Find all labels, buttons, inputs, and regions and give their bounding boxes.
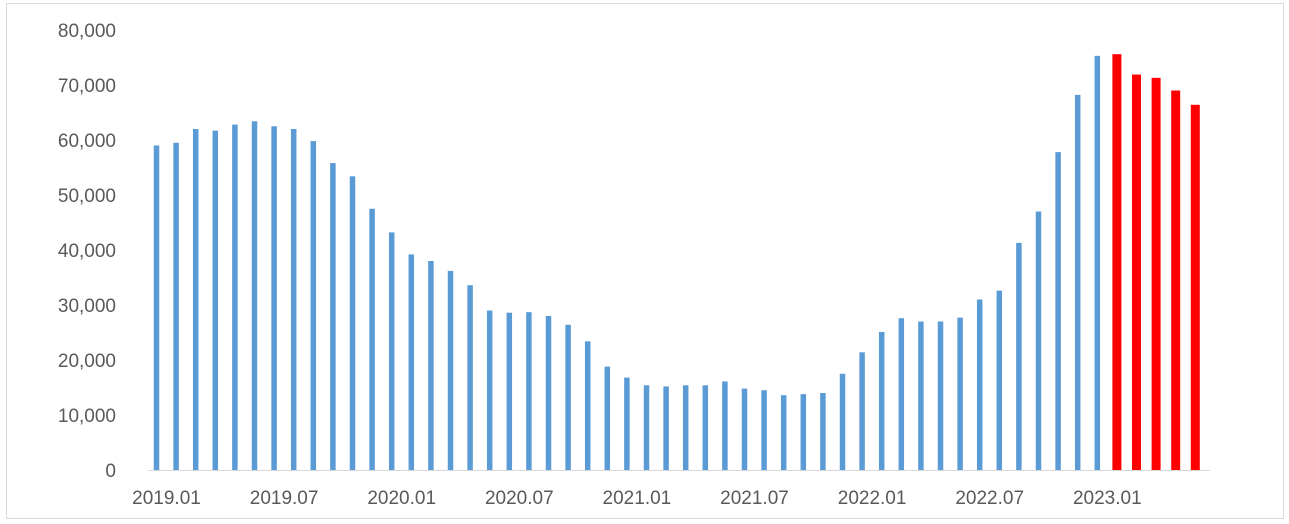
bar-2020.11 xyxy=(584,341,591,470)
bar-2023.06 xyxy=(1190,104,1200,471)
bar-2019.03 xyxy=(192,129,199,470)
bar-2022.05 xyxy=(937,321,944,470)
bar-2020.07 xyxy=(506,312,513,470)
bar-2019.07 xyxy=(271,126,277,470)
bar-2020.04 xyxy=(447,270,454,470)
bar-2019.06 xyxy=(251,121,258,471)
x-tick-label: 2020.07 xyxy=(485,488,554,509)
bar-2020.05 xyxy=(467,285,473,470)
y-tick-label: 70,000 xyxy=(58,76,116,97)
bar-2021.03 xyxy=(663,386,669,470)
bar-2019.02 xyxy=(173,142,179,470)
bar-2021.04 xyxy=(682,385,689,470)
bar-2019.09 xyxy=(310,141,317,470)
bar-2020.01 xyxy=(388,232,395,470)
x-tick-label: 2022.01 xyxy=(838,488,907,509)
bar-2023.04 xyxy=(1151,77,1161,470)
x-tick-label: 2022.07 xyxy=(955,488,1024,509)
x-tick-label: 2019.07 xyxy=(250,488,319,509)
bar-2022.02 xyxy=(878,331,885,470)
bar-2019.01 xyxy=(153,145,160,470)
bar-2022.11 xyxy=(1055,152,1061,470)
x-tick-label: 2019.01 xyxy=(132,488,201,509)
bar-2021.11 xyxy=(820,393,826,470)
bar-2020.08 xyxy=(526,312,532,470)
bar-2021.10 xyxy=(800,394,807,470)
bar-2021.06 xyxy=(722,381,728,470)
y-tick-label: 0 xyxy=(105,461,116,482)
bar-2021.09 xyxy=(780,395,787,470)
y-tick-label: 50,000 xyxy=(58,186,116,207)
bar-2022.08 xyxy=(996,290,1003,470)
x-tick-label: 2020.01 xyxy=(367,488,436,509)
x-tick-label: 2021.01 xyxy=(603,488,672,509)
bar-2019.05 xyxy=(232,124,238,470)
bar-2023.01 xyxy=(1094,55,1101,470)
bar-2021.12 xyxy=(839,373,846,470)
y-tick-label: 20,000 xyxy=(58,351,116,372)
bar-2019.04 xyxy=(212,130,219,470)
bar-2022.06 xyxy=(957,317,963,470)
bar-2022.07 xyxy=(976,299,983,470)
y-tick-label: 30,000 xyxy=(58,296,116,317)
bar-2019.08 xyxy=(290,129,297,470)
bar-2021.01 xyxy=(624,377,630,470)
bar-2022.12 xyxy=(1074,94,1081,471)
bar-2020.10 xyxy=(565,324,571,470)
bar-2020.06 xyxy=(486,310,493,470)
bar-2020.09 xyxy=(545,316,552,470)
y-tick-label: 40,000 xyxy=(58,241,116,262)
x-tick-label: 2021.07 xyxy=(720,488,789,509)
bar-2019.11 xyxy=(349,176,356,471)
bar-2019.12 xyxy=(369,208,375,470)
y-tick-label: 10,000 xyxy=(58,406,116,427)
bar-2022.04 xyxy=(918,321,924,470)
bar-2020.02 xyxy=(408,254,415,470)
y-tick-label: 80,000 xyxy=(58,21,116,42)
bar-2021.02 xyxy=(643,385,650,470)
bar-2022.09 xyxy=(1016,242,1022,470)
bar-2023.03 xyxy=(1132,74,1141,471)
bar-2020.03 xyxy=(428,261,434,470)
bar-2022.10 xyxy=(1035,211,1042,470)
x-tick-label: 2023.01 xyxy=(1073,488,1142,509)
bar-2020.12 xyxy=(604,366,611,470)
bar-2021.08 xyxy=(761,390,767,470)
bar-2023.02 xyxy=(1112,54,1122,470)
bar-2023.05 xyxy=(1171,90,1181,470)
y-tick-label: 60,000 xyxy=(58,131,116,152)
bar-2022.01 xyxy=(859,352,865,470)
bar-2022.03 xyxy=(898,318,905,470)
bar-2019.10 xyxy=(330,163,336,470)
bar-2021.05 xyxy=(702,385,709,470)
bar-2021.07 xyxy=(741,388,748,470)
